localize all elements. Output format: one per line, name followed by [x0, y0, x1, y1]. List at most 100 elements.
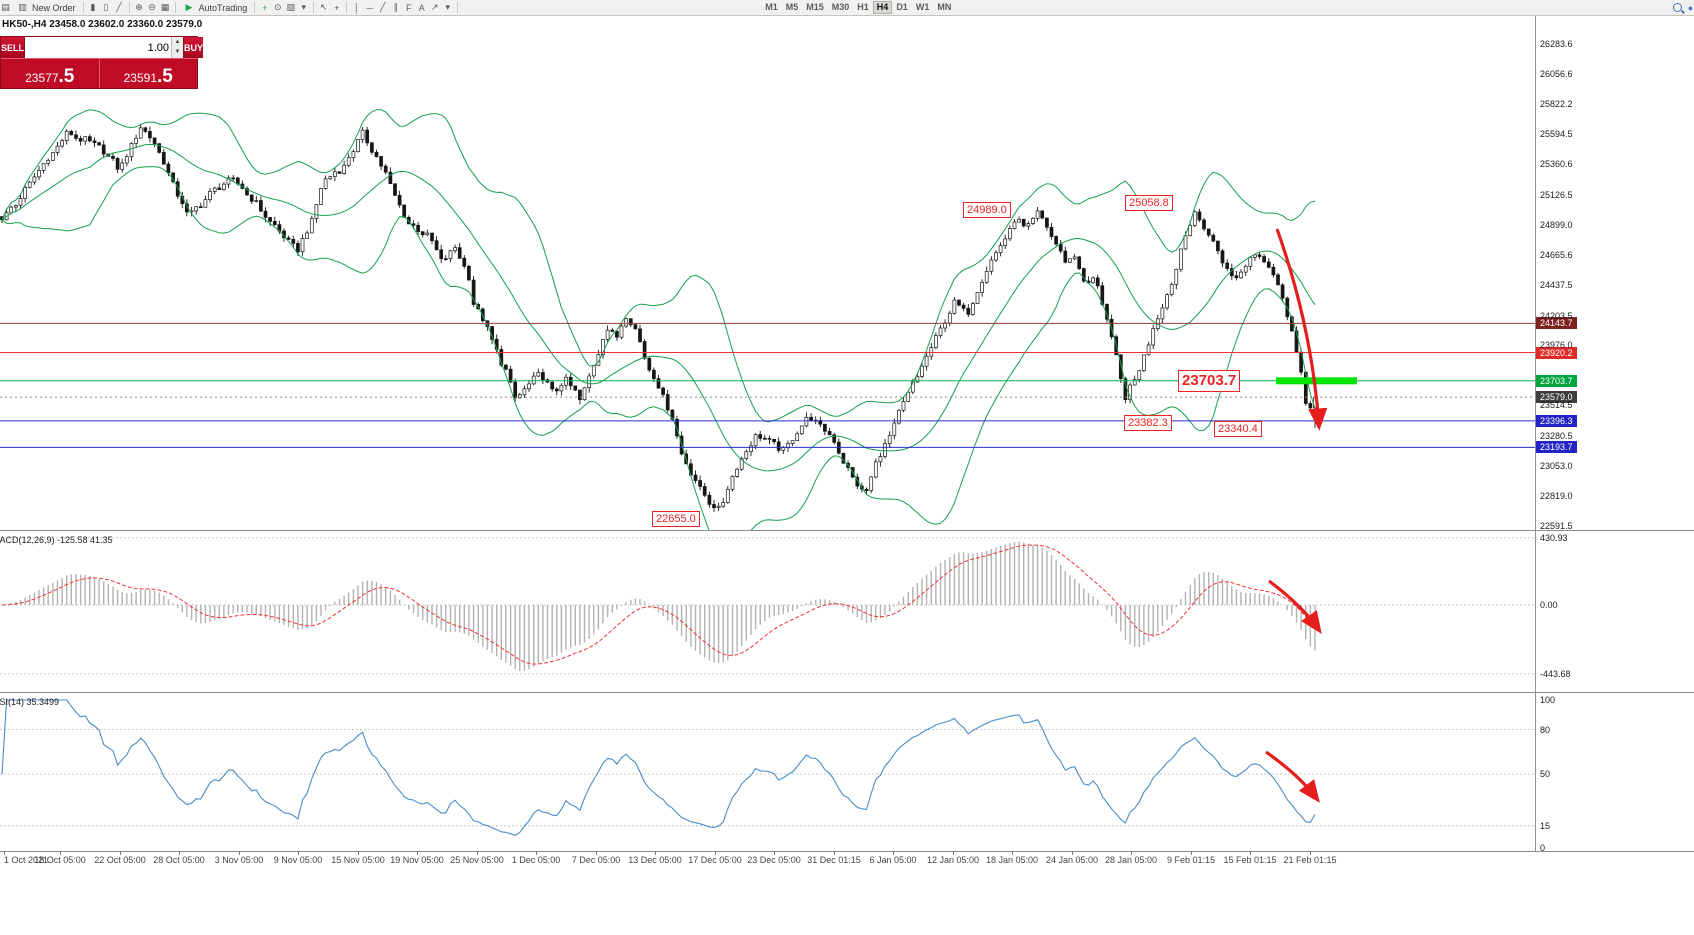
toolbar-separator	[82, 2, 84, 13]
zoom-out-icon[interactable]: ⊖	[148, 2, 156, 12]
candlestick-series	[0, 123, 1317, 512]
rsi-axis-label: 15	[1540, 820, 1551, 831]
time-axis-label: 19 Nov 05:00	[390, 855, 444, 865]
price-axis-label: 25360.6	[1540, 159, 1573, 170]
arrow-object-icon[interactable]: ↗	[430, 2, 439, 12]
crosshair-icon[interactable]: +	[334, 2, 340, 13]
macd-histogram	[5, 541, 1316, 671]
time-axis-label: 21 Feb 01:15	[1283, 855, 1337, 865]
price-axis-label: 23976.0	[1540, 340, 1573, 351]
chart-window-icon[interactable]: ▤	[1, 2, 10, 12]
price-axis-tag: 24143.7	[1536, 317, 1577, 330]
timeframe-h1-button[interactable]: H1	[857, 2, 869, 12]
shapes-icon[interactable]: ▾	[445, 2, 450, 12]
sell-button[interactable]: SELL	[1, 37, 25, 58]
price-chart-canvas[interactable]	[0, 16, 1535, 530]
panel-splitter[interactable]	[0, 530, 1694, 531]
help-icon[interactable]: ●	[1687, 2, 1694, 13]
horizontal-line-icon[interactable]: ─	[366, 2, 373, 13]
buy-button[interactable]: BUY	[184, 37, 204, 58]
toolbar-separator	[128, 2, 130, 13]
sell-price-pips: .5	[58, 66, 75, 87]
time-axis-label: 25 Nov 05:00	[450, 855, 504, 865]
time-axis-label: 23 Dec 05:00	[747, 855, 801, 865]
time-axis-label: 7 Dec 05:00	[571, 855, 621, 865]
toolbar: ▤ ▥ New Order ▮ ▯ ╱ ⊕ ⊖ ▦ ▶ AutoTrading + ⊙ ▨ ▾ ↖ + │ ─ ╱ ∥ F…	[0, 0, 1694, 16]
cursor-icon[interactable]: ↖	[319, 2, 328, 12]
volume-input[interactable]	[25, 37, 172, 58]
rsi-axis-label: 50	[1540, 769, 1551, 779]
toolbar-separator	[346, 2, 348, 13]
timeframe-m15-button[interactable]: M15	[806, 2, 824, 12]
time-axis-label: 6 Jan 05:00	[869, 855, 917, 865]
timeframe-m5-button[interactable]: M5	[785, 2, 799, 12]
price-axis-tag: 23396.3	[1536, 414, 1577, 427]
bollinger-lower-band[interactable]	[1, 166, 1316, 530]
price-axis-label: 25822.2	[1540, 99, 1573, 110]
time-axis-label: 9 Feb 01:15	[1166, 855, 1216, 865]
buy-price-main: 23591	[123, 71, 157, 85]
text-label-icon[interactable]: A	[418, 2, 425, 13]
time-axis-border	[0, 851, 1694, 852]
rsi-indicator-canvas[interactable]	[0, 694, 1535, 850]
timeframe-m1-button[interactable]: M1	[765, 2, 778, 12]
bollinger-upper-band[interactable]	[1, 109, 1316, 423]
trend-arrow[interactable]	[1275, 228, 1328, 431]
time-axis-label: 1 Dec 05:00	[511, 855, 561, 865]
timeframe-h4-button[interactable]: H4	[872, 1, 893, 14]
templates-icon[interactable]: ▨	[286, 2, 295, 12]
trendline-icon[interactable]: ╱	[380, 2, 386, 12]
time-axis-label: 31 Dec 01:15	[807, 855, 861, 865]
time-axis-label: 28 Jan 05:00	[1104, 855, 1158, 865]
tile-windows-icon[interactable]: ▦	[160, 2, 170, 12]
autotrading-button[interactable]: ▶ AutoTrading	[179, 1, 252, 14]
rsi-line	[1, 699, 1316, 837]
time-axis-label: 24 Jan 05:00	[1045, 855, 1099, 865]
volume-up-button[interactable]: ▲	[172, 37, 184, 48]
search-icon[interactable]	[1671, 1, 1684, 14]
zoom-in-icon[interactable]: ⊕	[135, 2, 143, 12]
indicators-icon[interactable]: +	[262, 2, 268, 13]
channel-icon[interactable]: ∥	[393, 2, 398, 12]
trend-arrow[interactable]	[1268, 579, 1322, 634]
macd-signal-line	[1, 544, 1316, 665]
volume-box: ▲ ▼	[24, 37, 185, 58]
time-axis-label: 13 Dec 05:00	[628, 855, 682, 865]
candlestick-mode-icon[interactable]: ▯	[103, 2, 109, 12]
timeframe-w1-button[interactable]: W1	[915, 2, 930, 12]
buy-price[interactable]: 23591 .5	[98, 59, 198, 88]
rsi-indicator-label: RSI(14) 35.3499	[0, 697, 60, 707]
price-axis-label: 24437.5	[1540, 280, 1573, 290]
price-axis-label: 24203.5	[1540, 310, 1573, 321]
macd-indicator-canvas[interactable]	[0, 532, 1535, 691]
fibonacci-icon[interactable]: F	[405, 2, 412, 13]
price-axis-border	[1535, 16, 1536, 851]
dropdown-caret-icon[interactable]: ▾	[301, 2, 306, 12]
price-axis-tag: 23579.0	[1536, 391, 1577, 404]
price-axis-label: 24899.0	[1540, 219, 1573, 230]
timeframe-mn-button[interactable]: MN	[937, 2, 952, 12]
time-axis-label: 1 Oct 2021	[4, 855, 49, 865]
macd-axis-label: 0.00	[1540, 600, 1558, 610]
price-axis-label: 25594.5	[1540, 128, 1573, 139]
vertical-line-icon[interactable]: │	[353, 2, 360, 13]
periods-icon[interactable]: ⊙	[273, 2, 282, 12]
bollinger-middle-band[interactable]	[1, 143, 1316, 472]
sell-price-main: 23577	[25, 71, 59, 85]
toolbar-separator	[174, 2, 176, 13]
new-order-button[interactable]: ▥ New Order	[12, 1, 80, 14]
rsi-axis-label: 100	[1540, 695, 1556, 705]
trend-arrow[interactable]	[1265, 750, 1320, 803]
thick-green-level-segment[interactable]	[1276, 377, 1357, 385]
sell-price[interactable]: 23577 .5	[1, 59, 99, 88]
timeframe-d1-button[interactable]: D1	[896, 2, 908, 12]
price-axis-label: 23280.5	[1540, 431, 1573, 442]
timeframe-m30-button[interactable]: M30	[831, 2, 850, 12]
panel-splitter[interactable]	[0, 692, 1694, 693]
bar-chart-mode-icon[interactable]: ▮	[90, 2, 96, 12]
price-axis-label: 26283.6	[1540, 39, 1573, 49]
volume-down-button[interactable]: ▼	[172, 47, 184, 58]
timeframe-toolbar: M1 M5 M15 M30 H1 H4 D1 W1 MN	[761, 1, 955, 14]
line-chart-mode-icon[interactable]: ╱	[116, 2, 122, 12]
